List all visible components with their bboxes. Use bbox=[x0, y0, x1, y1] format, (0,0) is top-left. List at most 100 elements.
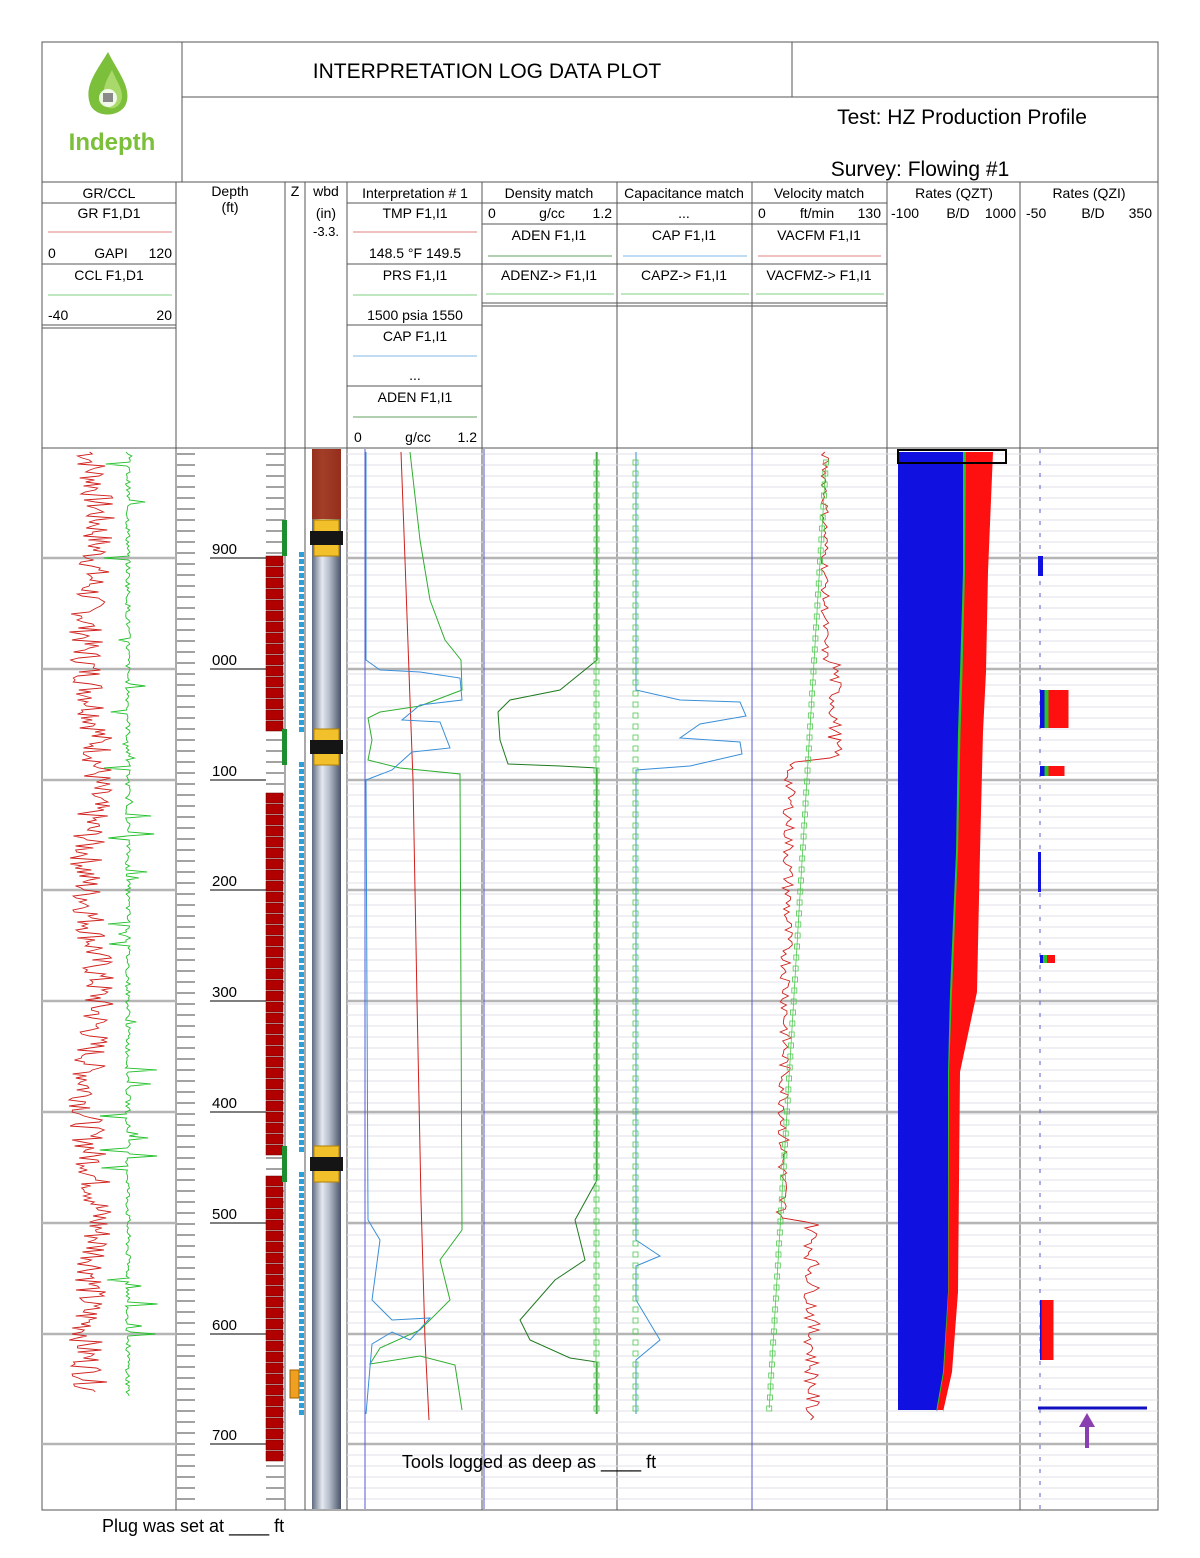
screen-slot bbox=[299, 706, 304, 711]
screen-slot bbox=[299, 1396, 304, 1401]
perforation bbox=[265, 1417, 284, 1429]
perforation bbox=[265, 1089, 284, 1101]
screen-slot bbox=[299, 1228, 304, 1233]
screen-slot bbox=[299, 762, 304, 767]
adenz-marker bbox=[593, 1273, 600, 1280]
screen-slot bbox=[299, 1214, 304, 1219]
perforation bbox=[265, 836, 284, 848]
capz-marker bbox=[632, 1075, 639, 1082]
capz-marker bbox=[632, 1317, 639, 1324]
prs-scale: 1500 psia 1550 bbox=[367, 307, 463, 323]
perforation bbox=[265, 676, 284, 688]
perforation bbox=[265, 968, 284, 980]
adenz-marker bbox=[593, 514, 600, 521]
adenz-marker bbox=[593, 734, 600, 741]
perforation bbox=[265, 1012, 284, 1024]
perforation bbox=[265, 902, 284, 914]
depth-label: 500 bbox=[212, 1206, 237, 1223]
perforation bbox=[265, 1111, 284, 1123]
perforation bbox=[265, 1144, 284, 1156]
tools-logged-note: Tools logged as deep as ____ ft bbox=[402, 1452, 656, 1473]
capz-marker bbox=[632, 910, 639, 917]
capz-marker bbox=[632, 811, 639, 818]
perforation bbox=[265, 1362, 284, 1374]
adenz-marker bbox=[593, 1339, 600, 1346]
capz-marker bbox=[632, 734, 639, 741]
capz-marker bbox=[632, 932, 639, 939]
screen-slot bbox=[299, 1091, 304, 1096]
screen-slot bbox=[299, 1277, 304, 1282]
adenz-marker bbox=[593, 1262, 600, 1269]
perforation bbox=[265, 1186, 284, 1198]
qzt-scale-unit: B/D bbox=[946, 205, 969, 221]
aden-scale-unit: g/cc bbox=[405, 429, 431, 445]
capz-marker bbox=[632, 1130, 639, 1137]
qzt-scale-max: 1000 bbox=[985, 205, 1016, 221]
cap-curve-name: CAP F1,I1 bbox=[383, 328, 448, 344]
perforation bbox=[265, 891, 284, 903]
capz-marker bbox=[632, 767, 639, 774]
ccl-curve bbox=[99, 451, 158, 1397]
adenz-marker bbox=[593, 921, 600, 928]
aden-scale-min: 0 bbox=[354, 429, 362, 445]
adenz-marker bbox=[593, 1306, 600, 1313]
packer-seal bbox=[310, 531, 343, 545]
capz-marker bbox=[632, 635, 639, 642]
adenz-marker bbox=[593, 954, 600, 961]
screen-slot bbox=[299, 1340, 304, 1345]
perforation bbox=[265, 555, 284, 567]
perforation bbox=[265, 858, 284, 870]
velocity-scale-max: 130 bbox=[858, 205, 882, 221]
screen-slot bbox=[299, 1098, 304, 1103]
perforation bbox=[265, 1406, 284, 1418]
capz-marker bbox=[632, 954, 639, 961]
screen-slot bbox=[299, 685, 304, 690]
screen-slot bbox=[299, 1200, 304, 1205]
screen-slot bbox=[299, 1133, 304, 1138]
perforation bbox=[265, 1274, 284, 1286]
adenz-marker bbox=[593, 800, 600, 807]
cap-curve bbox=[365, 452, 463, 1415]
perforation bbox=[265, 880, 284, 892]
perforation bbox=[265, 1252, 284, 1264]
perforation bbox=[265, 1100, 284, 1112]
capz-marker bbox=[632, 1394, 639, 1401]
capz-marker bbox=[632, 701, 639, 708]
capacitance-title: Capacitance match bbox=[624, 185, 744, 201]
perforation bbox=[265, 709, 284, 721]
perforation bbox=[265, 847, 284, 859]
qzi-water-bar bbox=[1038, 852, 1041, 892]
screen-slot bbox=[299, 699, 304, 704]
capz-marker bbox=[632, 1240, 639, 1247]
perforation bbox=[265, 1318, 284, 1330]
screen-slot bbox=[299, 923, 304, 928]
capz-marker bbox=[632, 1141, 639, 1148]
adenz-marker bbox=[593, 1185, 600, 1192]
capz-marker bbox=[632, 1229, 639, 1236]
screen-slot bbox=[299, 559, 304, 564]
depth-label: 100 bbox=[212, 763, 237, 780]
screen-slot bbox=[299, 587, 304, 592]
perforation bbox=[265, 1045, 284, 1057]
density-curve-2: ADENZ-> F1,I1 bbox=[501, 267, 597, 283]
grccl-curves bbox=[67, 451, 158, 1397]
perforation bbox=[265, 1439, 284, 1451]
capz-marker bbox=[632, 723, 639, 730]
perforation bbox=[265, 665, 284, 677]
capz-marker bbox=[632, 602, 639, 609]
screen-slot bbox=[299, 1270, 304, 1275]
screen-slot bbox=[299, 622, 304, 627]
screen-slot bbox=[299, 853, 304, 858]
perforation bbox=[265, 1384, 284, 1396]
capz-marker bbox=[632, 1295, 639, 1302]
capz-marker bbox=[632, 866, 639, 873]
ccl-scale-min: -40 bbox=[48, 307, 68, 323]
screen-slot bbox=[299, 1077, 304, 1082]
capz-marker bbox=[632, 558, 639, 565]
adenz-marker bbox=[593, 668, 600, 675]
capz-marker bbox=[632, 503, 639, 510]
prs-curve bbox=[367, 451, 463, 1411]
gr-curve-name: GR F1,D1 bbox=[77, 205, 140, 221]
perforation bbox=[265, 1122, 284, 1134]
